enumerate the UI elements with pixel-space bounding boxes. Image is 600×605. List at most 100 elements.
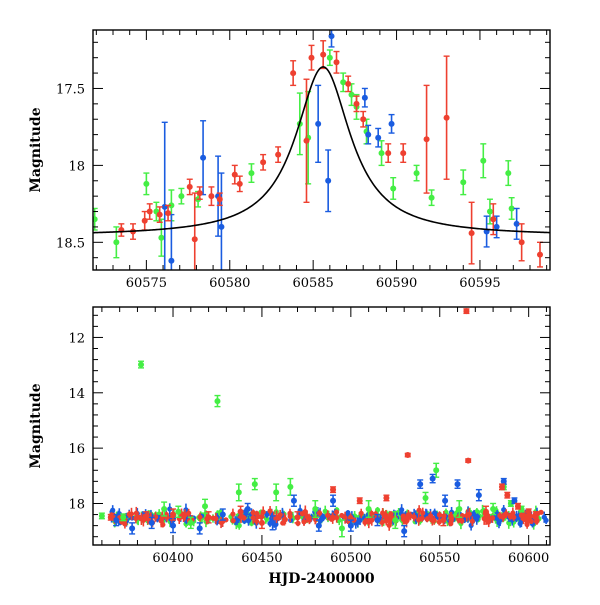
blue-data-point [500,478,507,485]
green-data-point [158,234,165,241]
green-data-point [508,205,515,212]
red-data-point [498,483,505,490]
baseline-point [432,510,438,516]
baseline-point [411,514,417,520]
baseline-point [160,522,166,528]
blue-data-point [442,497,449,504]
model-curve [93,66,550,234]
red-data-point [465,457,472,464]
blue-data-point [269,519,276,526]
red-data-point [216,196,223,203]
x-tick-label: 60500 [330,551,371,566]
green-data-point [178,193,185,200]
blue-data-point [168,257,175,264]
baseline-point [230,511,236,517]
baseline-point [230,518,236,524]
baseline-point [497,512,503,519]
baseline-point [424,516,430,522]
blue-data-point [475,492,482,499]
red-data-point [191,236,198,243]
y-tick-label: 12 [68,331,85,346]
red-data-point [260,159,267,166]
blue-data-point [325,177,332,184]
baseline-point [255,513,261,520]
y-tick-label: 17.5 [56,82,85,97]
blue-data-point [417,481,424,488]
blue-data-point [511,497,518,504]
green-data-point [348,91,355,98]
blue-data-point [170,522,177,529]
bottom-panel: 60400 60450 60500 60550 60600 12 14 16 18 Magnitu… [28,306,551,587]
baseline-point [363,518,369,524]
baseline-point [182,512,188,518]
red-data-point [186,183,193,190]
red-data-point [146,208,153,215]
red-data-point [208,193,215,200]
green-data-point [98,512,105,519]
red-data-point [290,70,297,77]
red-data-point [385,150,392,157]
top-panel-plot-area [93,30,550,270]
red-data-point [275,151,282,158]
x-tick-label: 60400 [152,551,193,566]
red-data-point [356,497,363,504]
baseline-point [330,514,336,520]
red-data-point [156,211,163,218]
baseline-point [301,519,307,525]
baseline-point [416,517,422,523]
baseline-point [521,516,527,522]
green-data-point [486,208,493,215]
baseline-point [448,515,455,521]
baseline-point [264,511,270,518]
green-data-point [490,506,497,513]
green-data-point [113,239,120,246]
green-data-point [143,180,150,187]
baseline-point [273,514,280,520]
green-data-point [460,179,467,186]
red-data-point [360,116,367,123]
baseline-point [357,517,363,523]
baseline-point [380,510,386,516]
green-data-point [138,361,145,368]
green-data-point [161,506,168,513]
green-data-point [287,483,294,490]
blue-data-point [401,528,408,535]
baseline-point [287,510,293,516]
baseline-point [503,511,509,517]
blue-data-point [347,522,354,529]
red-data-point [141,217,148,224]
red-data-point [330,486,337,493]
baseline-point [379,519,385,525]
red-data-point [143,512,150,519]
red-data-point [236,180,243,187]
x-tick-label: 60550 [419,551,460,566]
blue-data-point [290,497,297,504]
baseline-point [218,519,224,526]
red-data-point [383,494,390,501]
baseline-point [316,510,323,516]
blue-data-point [388,120,395,127]
red-data-point [333,59,340,66]
blue-data-point [219,511,226,518]
blue-data-point [218,223,225,230]
blue-data-point [374,517,381,524]
baseline-point [524,519,531,525]
baseline-point [464,512,470,519]
red-data-point [196,190,203,197]
x-tick-label: 60450 [241,551,282,566]
blue-data-point [244,506,251,513]
baseline-point [253,518,260,524]
green-data-point [413,170,420,177]
green-data-point [505,170,512,177]
green-data-point [202,503,209,510]
red-data-point [345,80,352,87]
baseline-point [126,511,132,517]
x-tick-label: 60600 [508,551,549,566]
green-data-point [312,506,319,513]
red-data-point [514,503,521,510]
red-data-point [320,51,327,58]
baseline-point [282,516,288,523]
blue-data-point [196,525,203,532]
baseline-point [510,510,516,516]
red-data-point [518,239,525,246]
